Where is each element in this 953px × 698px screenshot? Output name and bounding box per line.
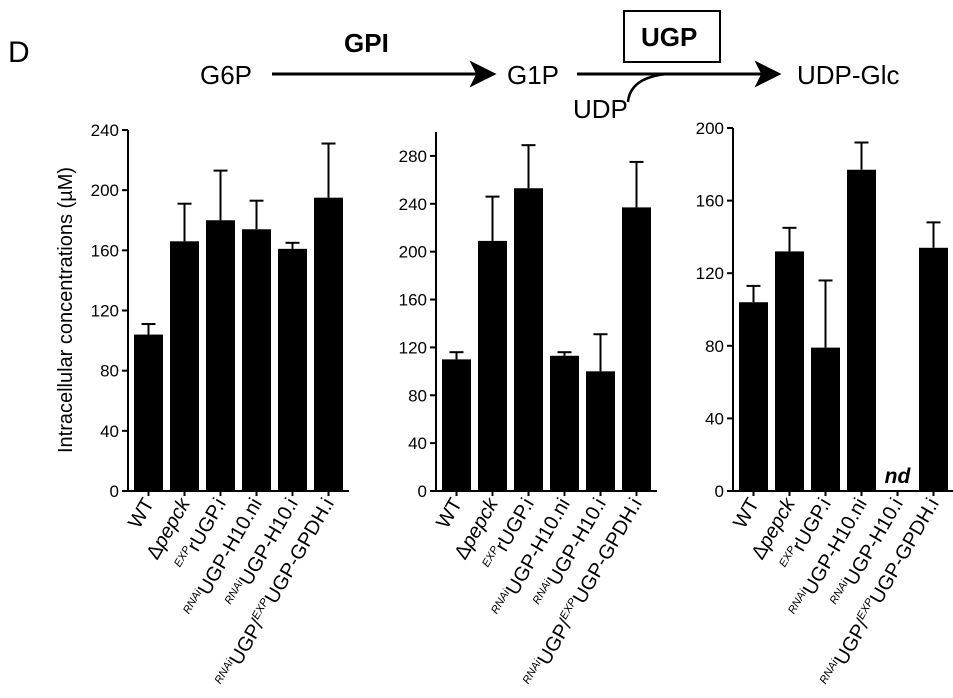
- bar: [170, 241, 199, 491]
- bar: [478, 240, 507, 491]
- bar: [622, 207, 651, 491]
- y-tick-label: 200: [399, 243, 427, 262]
- x-tick-label: WT: [432, 495, 467, 533]
- bar: [442, 359, 471, 491]
- label-main: UGP/: [533, 615, 577, 669]
- y-tick-label: 200: [696, 119, 724, 138]
- y-tick-label: 0: [715, 482, 724, 501]
- y-axis-label: Intracellular concentrations (µM): [55, 167, 77, 453]
- charts: 04080120160200240WTΔpepckEXPrUGP.iRNAiUG…: [91, 119, 953, 686]
- y-tick-label: 160: [696, 192, 724, 211]
- panel-label: D: [8, 36, 30, 69]
- bar: [550, 355, 579, 491]
- y-tick-label: 0: [418, 482, 427, 501]
- enzyme-ugp-box: [623, 10, 721, 63]
- label-main: WT: [124, 495, 159, 533]
- y-tick-label: 40: [408, 434, 427, 453]
- chart-g6p: 04080120160200240WTΔpepckEXPrUGP.iRNAiUG…: [91, 121, 349, 686]
- y-tick-label: 40: [705, 409, 724, 428]
- y-tick-label: 0: [110, 482, 119, 501]
- y-tick-label: 160: [399, 291, 427, 310]
- cosubstrate-udp: UDP: [573, 94, 628, 124]
- chart-udp-glc: 04080120160200WTΔpepckEXPrUGP.iRNAiUGP-H…: [696, 119, 953, 686]
- bar: [847, 169, 876, 491]
- metabolite-g6p: G6P: [200, 60, 252, 90]
- y-tick-label: 200: [91, 181, 119, 200]
- y-tick-label: 120: [399, 338, 427, 357]
- bar: [242, 229, 271, 491]
- y-tick-label: 240: [399, 195, 427, 214]
- bar: [278, 248, 307, 491]
- bar: [314, 197, 343, 491]
- metabolite-udp-glc: UDP-Glc: [797, 60, 900, 90]
- y-tick-label: 80: [100, 362, 119, 381]
- nd-label: nd: [885, 465, 912, 488]
- y-tick-label: 120: [696, 264, 724, 283]
- y-tick-label: 240: [91, 121, 119, 140]
- label-main: WT: [432, 495, 467, 533]
- y-tick-label: 160: [91, 241, 119, 260]
- udp-branch: [626, 72, 667, 103]
- y-tick-label: 40: [100, 422, 119, 441]
- chart-g1p: 04080120160200240280WTΔpepckEXPrUGP.iRNA…: [399, 132, 657, 686]
- y-tick-label: 120: [91, 302, 119, 321]
- bar: [514, 188, 543, 491]
- y-tick-label: 80: [705, 337, 724, 356]
- y-tick-label: 80: [408, 386, 427, 405]
- bar: [586, 371, 615, 491]
- x-tick-label: WT: [729, 495, 764, 533]
- bar: [206, 220, 235, 491]
- label-main: WT: [729, 495, 764, 533]
- enzyme-gpi: GPI: [344, 28, 389, 58]
- y-tick-label: 280: [399, 147, 427, 166]
- enzyme-ugp: UGP: [641, 22, 697, 52]
- bar: [739, 302, 768, 491]
- bar: [134, 334, 163, 491]
- pathway-scheme: G6P GPI G1P UGP UDP UDP-Glc: [200, 10, 900, 124]
- x-tick-label: WT: [124, 495, 159, 533]
- bar: [919, 247, 948, 491]
- label-main: UGP/: [830, 615, 874, 669]
- bar: [775, 251, 804, 491]
- bar: [811, 347, 840, 491]
- label-main: UGP/: [225, 615, 269, 669]
- metabolite-g1p: G1P: [507, 60, 559, 90]
